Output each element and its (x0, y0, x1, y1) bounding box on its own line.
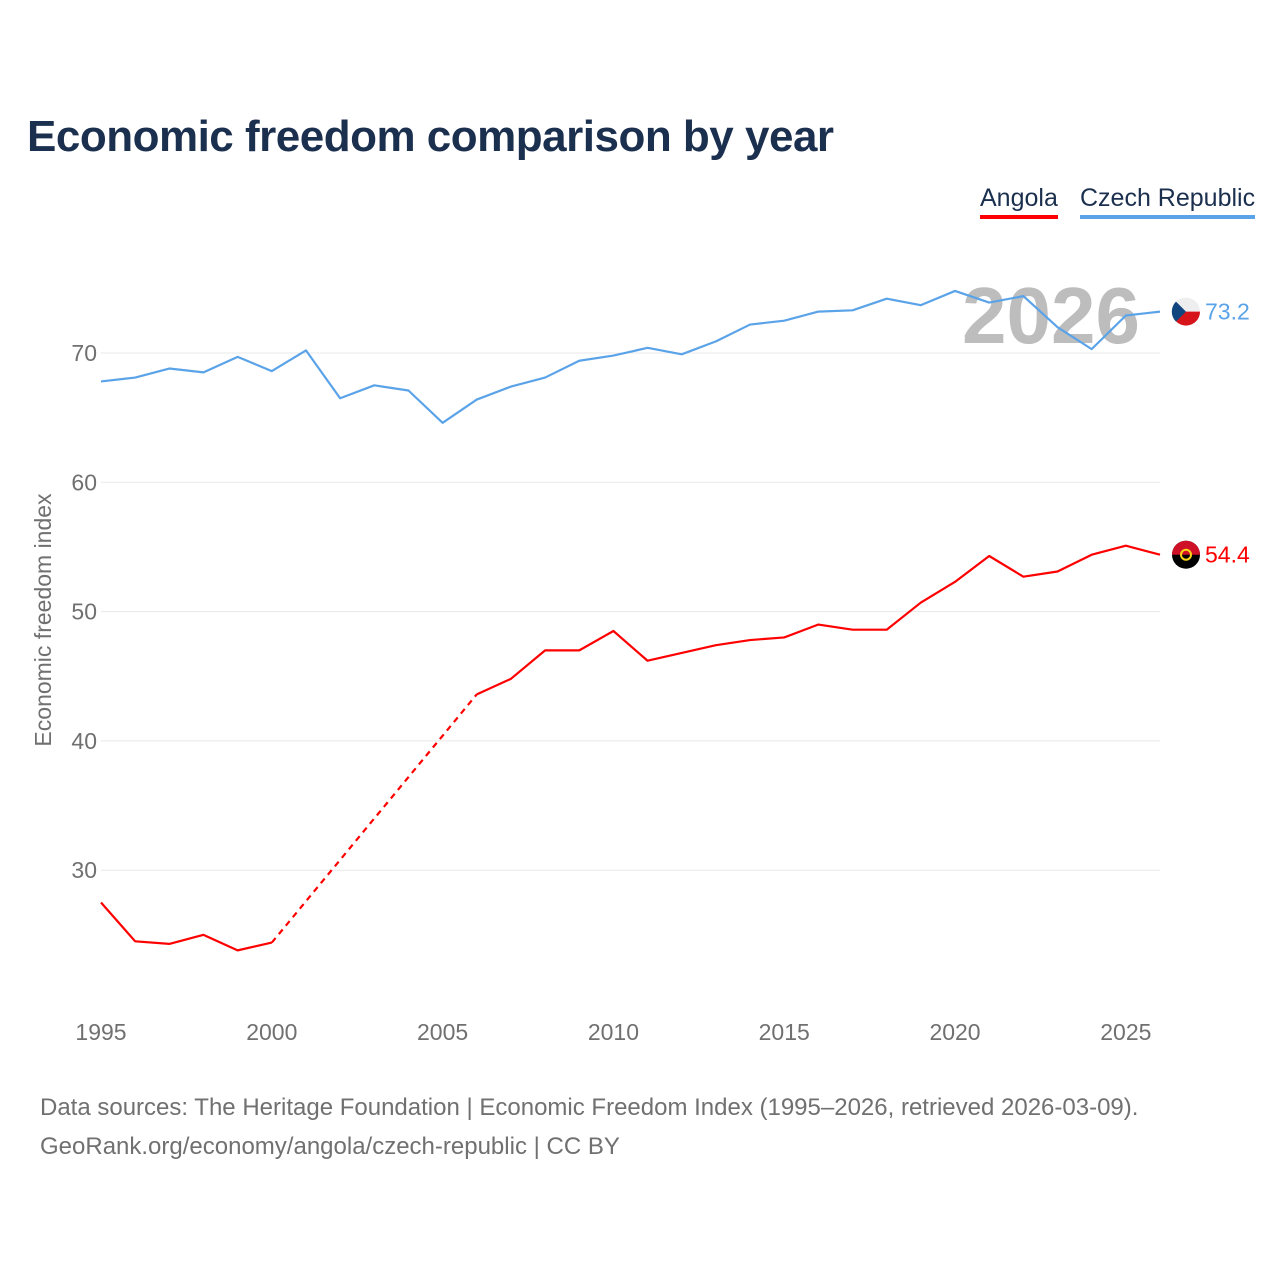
angola-flag-icon (1180, 548, 1192, 561)
year-watermark: 2026 (962, 271, 1140, 360)
legend-item-czech-republic[interactable]: Czech Republic (1080, 184, 1256, 219)
series-line-czech-republic (100, 289, 1161, 424)
end-value-label-czech-republic: 73.2 (1205, 299, 1250, 325)
y-tick-label: 70 (71, 340, 97, 366)
angola-flag-icon (1172, 540, 1200, 555)
x-tick-label: 2005 (417, 1019, 468, 1045)
series-line-angola (100, 901, 273, 952)
x-tick-label: 2010 (588, 1019, 639, 1045)
footer: Data sources: The Heritage Foundation | … (40, 1088, 1138, 1166)
chart-title: Economic freedom comparison by year (27, 112, 834, 161)
source-url-text: GeoRank.org/economy/angola/czech-republi… (40, 1133, 620, 1160)
y-axis-label: Economic freedom index (30, 493, 56, 747)
series-line-angola (476, 544, 1161, 696)
x-tick-label: 2000 (246, 1019, 297, 1045)
czech-flag-icon (1171, 301, 1186, 322)
x-tick-label: 1995 (75, 1019, 126, 1045)
line-chart: 30 40 50 60 70 1995 2000 2005 2010 2015 2020 2025 Ec… (30, 271, 1250, 1045)
y-tick-label: 30 (71, 857, 97, 883)
x-tick-label: 2015 (759, 1019, 810, 1045)
y-tick-label: 60 (71, 469, 97, 495)
y-tick-label: 50 (71, 599, 97, 625)
end-value-label-angola: 54.4 (1205, 542, 1250, 568)
y-tick-label: 40 (71, 728, 97, 754)
legend-item-angola[interactable]: Angola (980, 184, 1058, 219)
x-tick-label: 2025 (1100, 1019, 1151, 1045)
gap-line-angola (270, 693, 478, 944)
x-tick-label: 2020 (929, 1019, 980, 1045)
data-source-text: Data sources: The Heritage Foundation | … (40, 1094, 1139, 1121)
